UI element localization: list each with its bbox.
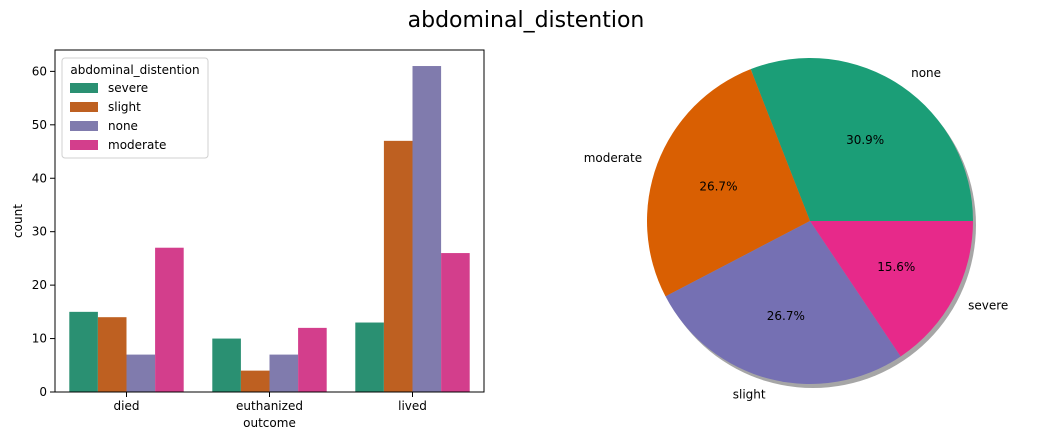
x-tick-label: euthanized — [236, 399, 303, 413]
bar-slight-died — [97, 317, 127, 392]
bar-slight-lived — [383, 140, 413, 392]
pie-pct-none: 30.9% — [846, 133, 884, 147]
y-tick-label: 0 — [39, 385, 47, 399]
legend-swatch-slight — [70, 102, 98, 112]
x-axis-label: outcome — [243, 416, 296, 430]
bar-moderate-euthanized — [298, 327, 327, 392]
bar-chart: died euthanized lived 0 10 20 30 40 50 60 outcome c… — [11, 49, 485, 430]
y-axis-label: count — [11, 204, 25, 238]
legend-entry-slight: slight — [108, 100, 141, 114]
pie-chart: none 30.9% moderate 26.7% slight 26.7% severe 1… — [584, 58, 1008, 402]
y-tick-label: 10 — [32, 332, 47, 346]
legend-box — [61, 57, 209, 159]
y-tick-label: 40 — [32, 171, 47, 185]
bar-none-died — [126, 354, 156, 392]
pie-pct-slight: 26.7% — [767, 309, 805, 323]
pie-slice-none — [750, 58, 973, 221]
pie-pct-moderate: 26.7% — [699, 180, 737, 194]
y-tick-label: 50 — [32, 118, 47, 132]
x-tick-label: lived — [398, 399, 427, 413]
legend-title: abdominal_distention — [70, 63, 199, 77]
legend-swatch-moderate — [70, 140, 98, 150]
bar-slight-euthanized — [240, 370, 270, 392]
legend-swatch-severe — [70, 83, 98, 93]
pie-label-slight: slight — [733, 388, 766, 402]
plot-frame — [54, 49, 485, 393]
legend-entry-severe: severe — [108, 81, 148, 95]
pie-slice-moderate — [647, 69, 810, 297]
y-tick-label: 20 — [32, 278, 47, 292]
bar-severe-euthanized — [212, 338, 241, 392]
pie-label-moderate: moderate — [584, 151, 642, 165]
x-tick-label: died — [114, 399, 140, 413]
figure-title: abdominal_distention — [408, 8, 645, 33]
pie-slice-slight — [665, 221, 901, 384]
bar-severe-lived — [355, 322, 384, 392]
bar-none-euthanized — [269, 354, 299, 392]
pie-slice-severe — [810, 221, 973, 357]
bar-none-lived — [412, 66, 442, 392]
pie-label-none: none — [911, 66, 941, 80]
pie-label-severe: severe — [968, 298, 1008, 312]
legend-entry-moderate: moderate — [108, 138, 166, 152]
bar-moderate-died — [155, 247, 184, 392]
legend-entry-none: none — [108, 119, 138, 133]
bar-severe-died — [69, 311, 98, 392]
y-tick-label: 30 — [32, 225, 47, 239]
bar-moderate-lived — [441, 253, 470, 392]
pie-pct-severe: 15.6% — [877, 260, 915, 274]
legend-swatch-none — [70, 121, 98, 131]
y-tick-label: 60 — [32, 64, 47, 78]
